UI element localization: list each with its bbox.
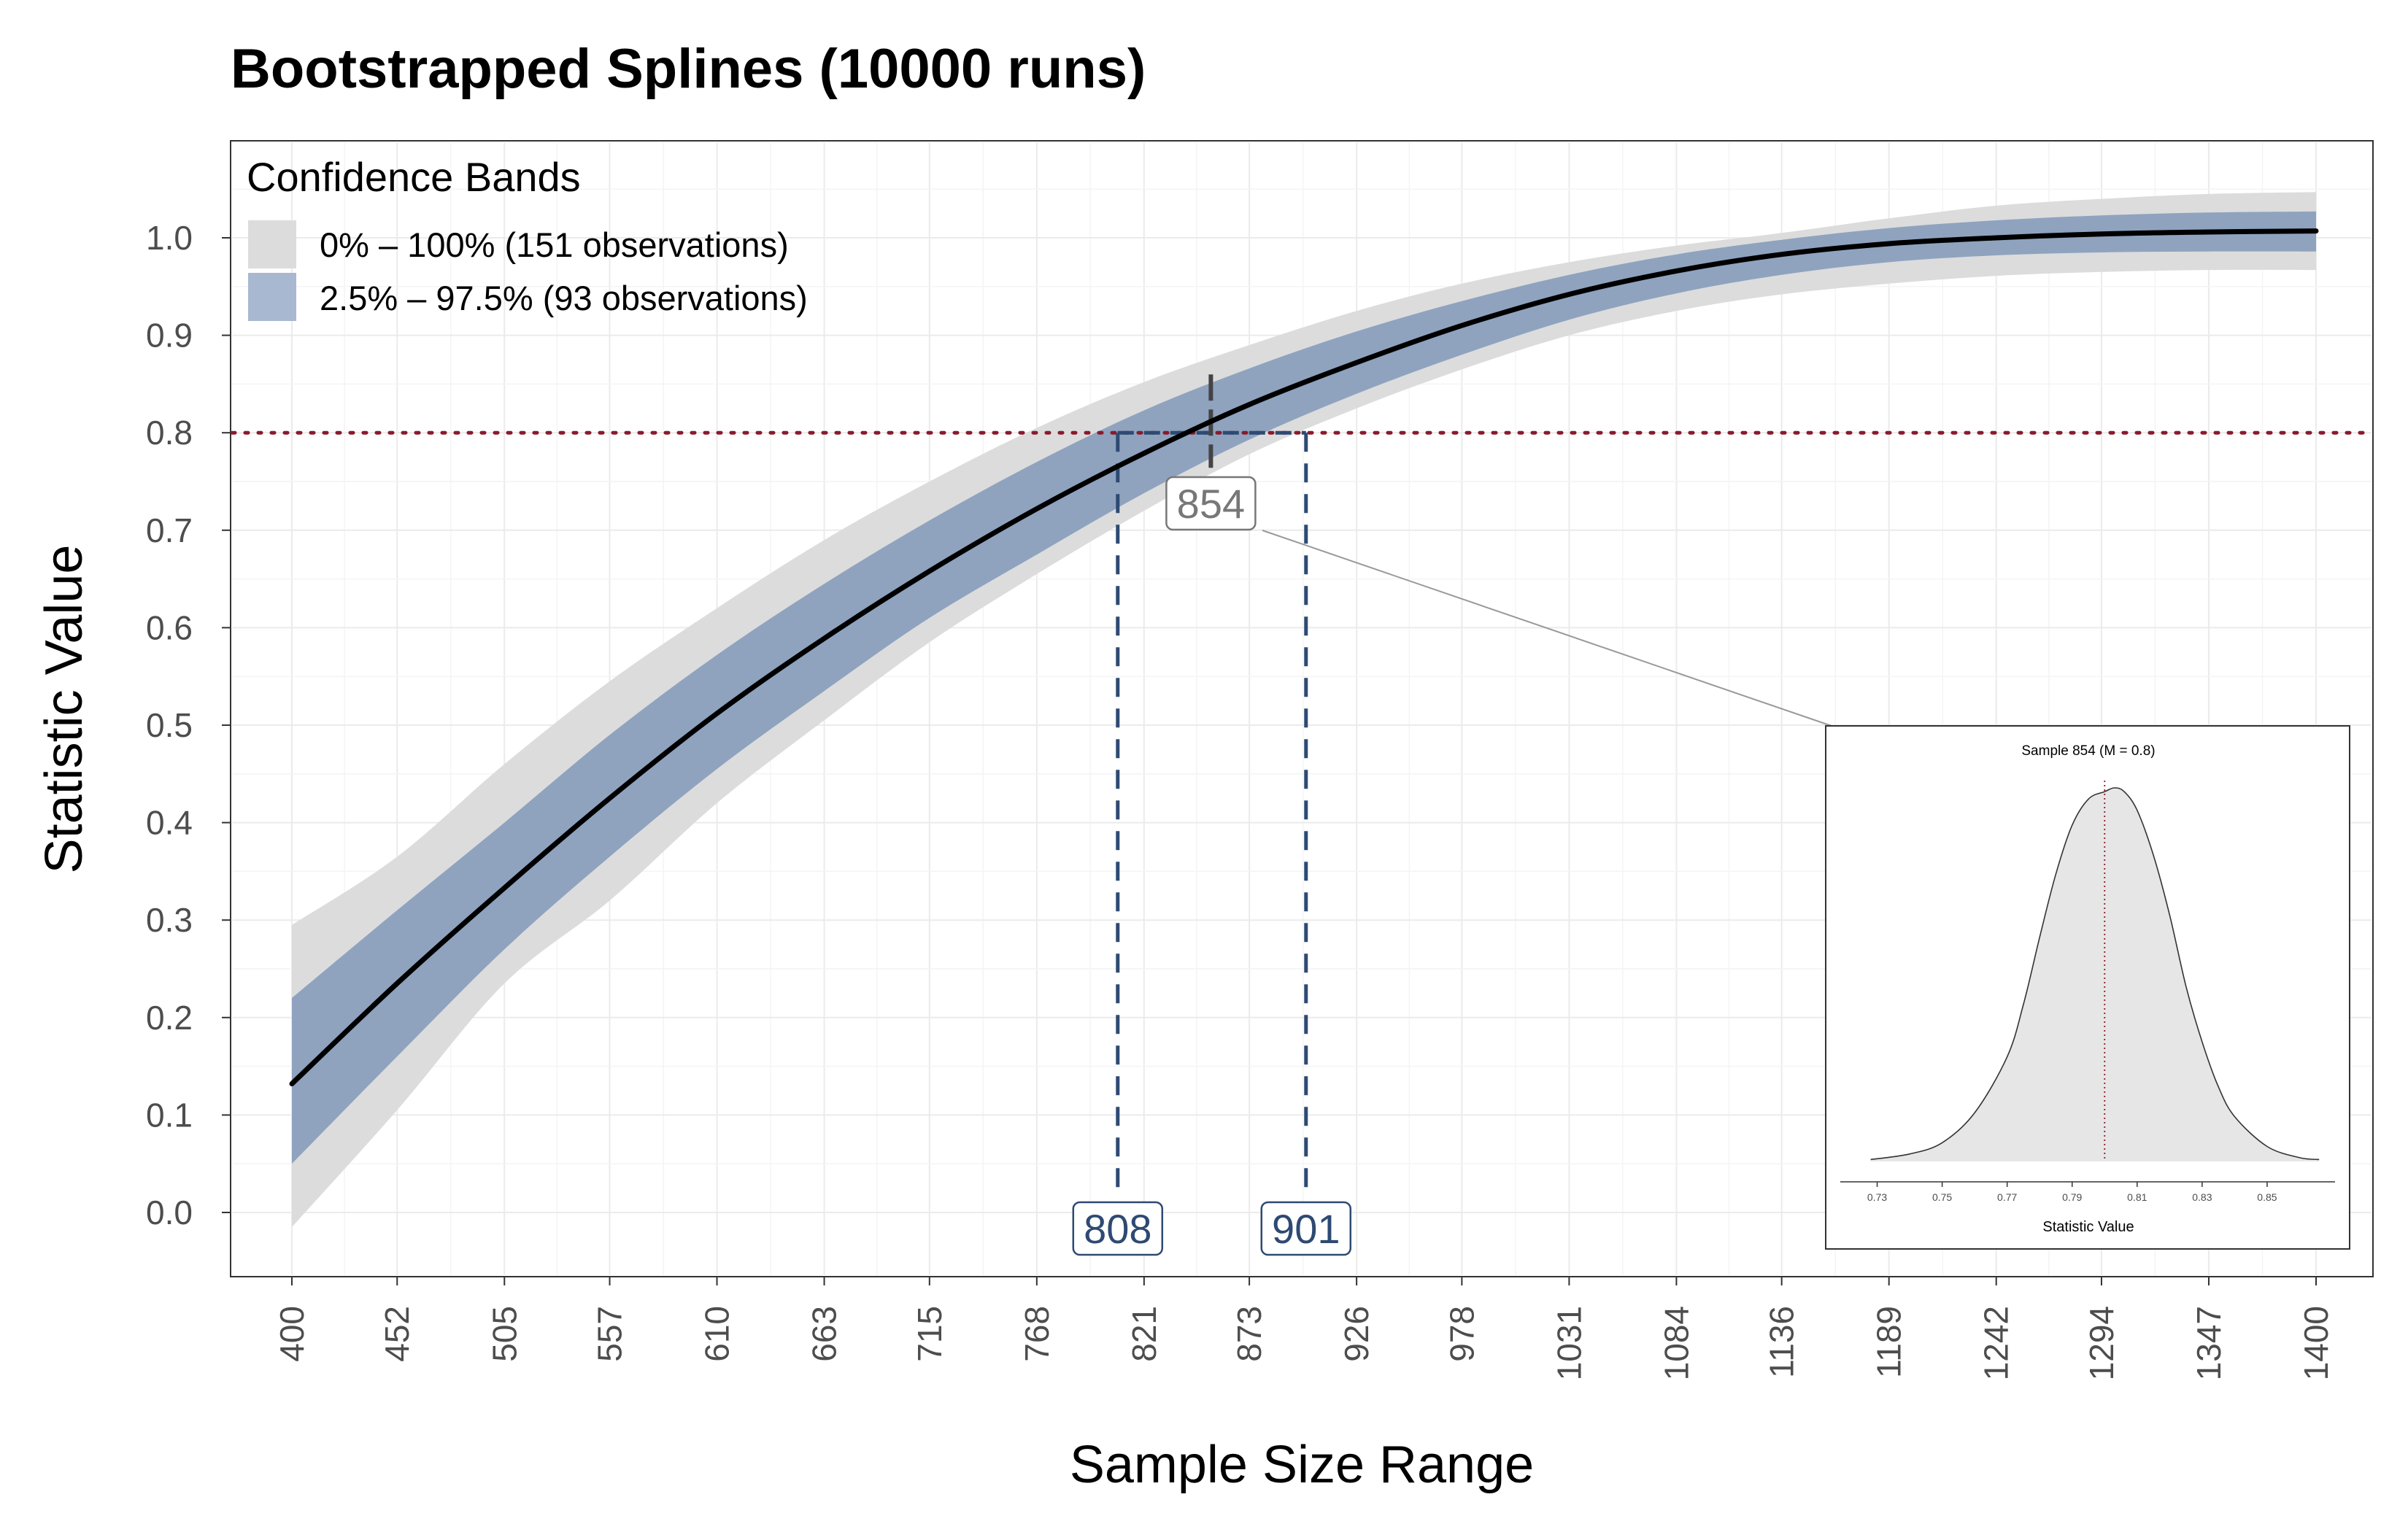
x-tick-label: 873 [1230,1306,1268,1362]
y-tick-label: 0.7 [146,511,193,549]
chart-title: Bootstrapped Splines (10000 runs) [231,38,1146,100]
legend-swatch-inner [248,273,296,321]
x-tick-label: 452 [378,1306,416,1362]
x-tick-label: 610 [698,1306,736,1362]
y-tick-label: 0.9 [146,317,193,355]
median-spline [289,228,2319,1087]
y-tick-label: 0.1 [146,1096,193,1134]
callout-label-808: 808 [1084,1206,1151,1252]
callout-label-901: 901 [1272,1206,1340,1252]
x-tick-label: 926 [1338,1306,1375,1362]
x-tick-label: 1031 [1550,1306,1588,1380]
x-tick-label: 1400 [2297,1306,2335,1380]
x-tick-label: 715 [911,1306,949,1362]
x-tick-label: 663 [806,1306,844,1362]
legend-label-inner: 2.5% – 97.5% (93 observations) [320,279,808,317]
x-tick-label: 1242 [1977,1306,2015,1380]
inset-x-tick-label: 0.75 [1932,1191,1952,1203]
inset-x-tick-label: 0.85 [2257,1191,2277,1203]
inset-x-tick-label: 0.81 [2127,1191,2147,1203]
x-tick-label: 768 [1018,1306,1056,1362]
x-tick-label: 821 [1125,1306,1163,1362]
inset-density-plot: Sample 854 (M = 0.8) Statistic Value 0.7… [1825,725,2350,1250]
legend-label-outer: 0% – 100% (151 observations) [320,225,789,264]
y-tick-label: 0.0 [146,1194,193,1231]
callout-box-854 [1165,476,1257,531]
marker-callouts: 808 901 854 [1072,476,1352,1256]
y-axis-title: Statistic Value [35,545,93,874]
inset-density-curve [1870,787,2320,1161]
y-tick-label: 0.8 [146,414,193,452]
y-tick-label: 0.6 [146,608,193,646]
legend: Confidence Bands 0% – 100% (151 observat… [247,154,808,321]
inset-x-tick-label: 0.79 [2062,1191,2082,1203]
inset-title: Sample 854 (M = 0.8) [2021,743,2155,759]
inset-x-tick-label: 0.73 [1867,1191,1887,1203]
x-tick-label: 400 [273,1306,311,1362]
x-tick-label: 1084 [1657,1306,1695,1380]
legend-swatch-outer [248,220,296,268]
callout-label-854: 854 [1177,481,1245,527]
y-tick-label: 0.2 [146,999,193,1037]
y-tick-label: 0.3 [146,901,193,939]
confidence-bands [292,192,2316,1228]
median-line [289,228,2319,1087]
inset-leader-line [1262,530,1832,727]
x-tick-label: 1294 [2083,1306,2120,1380]
callout-box-901 [1260,1201,1352,1256]
legend-title: Confidence Bands [247,154,581,200]
band-2-5-97-5 [292,211,2316,1164]
y-tick-label: 1.0 [146,219,193,257]
callout-box-808 [1072,1201,1164,1256]
x-tick-label: 505 [485,1306,523,1362]
x-tick-label: 978 [1443,1306,1481,1362]
inset-density-area [1870,788,2320,1161]
inset-x-tick-label: 0.83 [2192,1191,2212,1203]
inset-x-tick-label: 0.77 [1997,1191,2017,1203]
x-axis-title: Sample Size Range [1070,1436,1534,1494]
x-tick-label: 557 [591,1306,629,1362]
x-axis-ticks: 400 452 505 557 610 663 715 768 821 873 926 978 1031… [273,1277,2335,1380]
y-tick-label: 0.5 [146,706,193,744]
inset-x-axis-title: Statistic Value [2042,1219,2134,1235]
y-axis-ticks: 0.0 0.1 0.2 0.3 0.4 0.5 0.6 0.7 0.8 0.9 1.0 [146,219,231,1231]
x-tick-label: 1136 [1763,1306,1801,1378]
x-tick-label: 1347 [2190,1306,2228,1380]
y-tick-label: 0.4 [146,804,193,842]
x-tick-label: 1189 [1870,1306,1908,1378]
